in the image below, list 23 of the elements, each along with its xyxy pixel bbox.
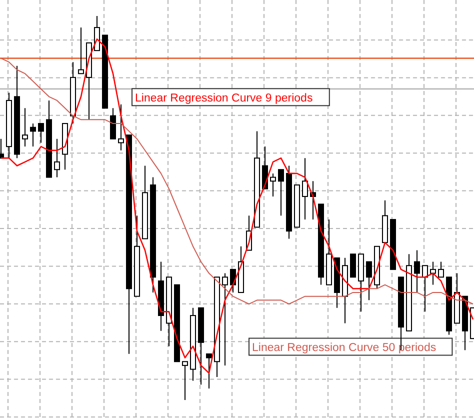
candlestick bbox=[350, 254, 356, 278]
candlestick bbox=[414, 250, 420, 293]
candlestick bbox=[302, 158, 308, 220]
candlestick bbox=[230, 268, 236, 293]
candlestick bbox=[38, 123, 44, 144]
text: Linear Regression Curve 50 periods bbox=[252, 342, 436, 354]
candlestick bbox=[270, 172, 276, 197]
candlestick bbox=[30, 123, 36, 148]
candlestick bbox=[206, 353, 212, 389]
candlestick bbox=[430, 261, 436, 286]
candlestick bbox=[110, 108, 116, 140]
candlestick bbox=[182, 361, 188, 400]
candlestick bbox=[22, 108, 28, 148]
candlestick bbox=[54, 138, 60, 178]
candlestick bbox=[222, 272, 228, 366]
candlestick bbox=[118, 104, 124, 151]
candlestick bbox=[78, 27, 84, 74]
series-label: Linear Regression Curve 9 periods bbox=[135, 92, 313, 105]
candlestick bbox=[438, 261, 444, 278]
candlestick bbox=[94, 16, 100, 52]
candlestick bbox=[422, 265, 428, 312]
candlestick bbox=[278, 169, 284, 216]
candlestick bbox=[366, 261, 372, 301]
